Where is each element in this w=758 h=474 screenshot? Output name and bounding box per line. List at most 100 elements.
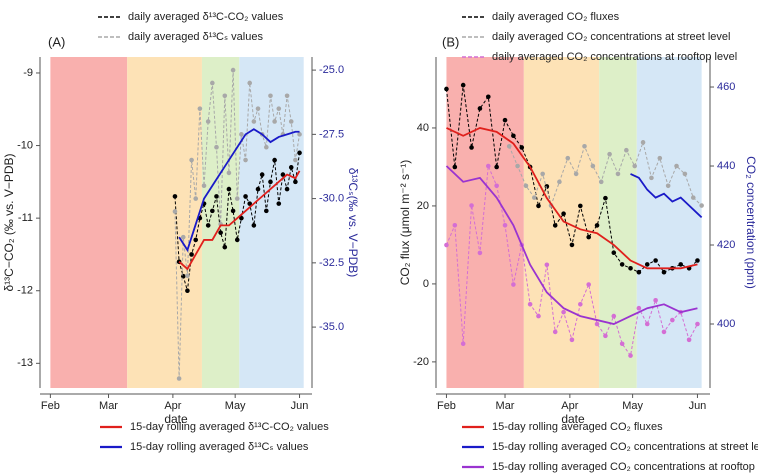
data-point (222, 93, 228, 99)
data-point (193, 196, 199, 201)
series-line (508, 140, 702, 208)
y2-tick-label: 420 (717, 239, 735, 251)
x-tick-label: Jun (291, 400, 309, 412)
data-point (452, 164, 458, 170)
data-point (628, 266, 633, 271)
data-point (644, 321, 650, 327)
data-point (193, 237, 199, 243)
y-tick-label: 20 (417, 200, 429, 212)
data-point (280, 172, 286, 177)
data-point (276, 201, 282, 206)
data-point (185, 288, 190, 294)
series-line (445, 165, 698, 325)
data-point (552, 329, 558, 335)
data-point (515, 163, 520, 169)
panel-label: (B) (442, 34, 459, 49)
data-point (619, 341, 625, 347)
data-point (172, 209, 178, 214)
data-point (210, 208, 215, 214)
data-point (444, 86, 449, 92)
series-line (446, 127, 698, 270)
data-point (682, 171, 688, 177)
y2-tick-label: -35.0 (319, 321, 344, 333)
legend-label: daily averaged CO₂ fluxes (492, 11, 620, 23)
y2-tick-label: -25.0 (319, 64, 344, 76)
data-point (234, 196, 240, 201)
x-tick-label: Feb (41, 400, 60, 412)
y2-axis-label: CO₂ concentration (ppm) (744, 156, 758, 289)
data-point (678, 262, 684, 267)
data-point (536, 203, 541, 209)
legend-label: daily averaged CO₂ concentrations at roo… (492, 51, 737, 63)
data-point (226, 186, 232, 192)
data-point (632, 163, 638, 169)
data-point (603, 333, 608, 339)
data-point (519, 145, 525, 150)
data-point (234, 237, 240, 243)
data-point (226, 170, 232, 176)
data-point (288, 165, 294, 170)
data-point (485, 163, 491, 169)
x-axis-label: date (561, 412, 585, 426)
data-point (544, 262, 550, 268)
data-point (268, 179, 273, 185)
data-point (251, 119, 257, 124)
data-point (452, 222, 458, 228)
legend-label: daily averaged δ¹³Cₛ values (128, 31, 263, 43)
data-point (272, 119, 277, 124)
y-tick-label: 0 (423, 278, 429, 290)
data-point (565, 155, 571, 161)
data-point (653, 298, 658, 303)
y-tick-label: -20 (413, 356, 429, 368)
data-point (586, 234, 591, 240)
data-point (649, 175, 654, 181)
data-point (561, 309, 566, 315)
data-point (494, 183, 499, 189)
data-point (657, 155, 663, 161)
data-point (573, 171, 579, 177)
y-tick-label: -10 (17, 139, 33, 151)
data-point (255, 106, 261, 111)
data-point (243, 157, 248, 163)
data-point (690, 195, 696, 200)
data-point (284, 93, 290, 99)
series-line (178, 170, 301, 271)
data-point (665, 183, 671, 189)
data-point (185, 273, 190, 278)
data-point (469, 203, 474, 208)
data-point (259, 172, 265, 177)
data-point (210, 80, 215, 86)
legend-label: 15-day rolling averaged δ¹³C-CO₂ values (130, 421, 329, 433)
y-axis-label: CO₂ flux (μmol m⁻² s⁻¹) (398, 160, 412, 286)
data-point (536, 313, 541, 319)
data-point (578, 301, 583, 307)
y2-axis-label: δ¹³Cₛ(‰ vs. V−PDB) (346, 168, 360, 278)
data-point (523, 183, 529, 189)
data-point (494, 164, 499, 170)
y-tick-label: -9 (23, 67, 33, 79)
data-point (640, 140, 646, 145)
data-point (695, 321, 700, 327)
period-band (523, 57, 600, 388)
data-point (636, 305, 642, 311)
x-tick-label: Mar (99, 400, 118, 412)
data-point (586, 282, 591, 287)
x-tick-label: Jun (689, 400, 707, 412)
legend-label: 15-day rolling averaged δ¹³Cₛ values (130, 441, 309, 453)
data-point (615, 171, 621, 177)
data-point (561, 211, 566, 217)
data-point (197, 106, 203, 111)
legend-label: daily averaged δ¹³C-CO₂ values (128, 11, 284, 23)
data-point (569, 337, 575, 343)
x-tick-label: May (622, 400, 643, 412)
y-tick-label: -11 (18, 212, 33, 224)
data-point (293, 179, 298, 185)
data-point (611, 250, 617, 256)
data-point (582, 143, 587, 149)
data-point (255, 186, 261, 192)
data-point (284, 186, 290, 192)
x-tick-label: Apr (164, 400, 181, 412)
y-tick-label: -12 (17, 285, 33, 297)
y2-tick-label: 400 (717, 318, 735, 330)
x-tick-label: May (225, 400, 246, 412)
